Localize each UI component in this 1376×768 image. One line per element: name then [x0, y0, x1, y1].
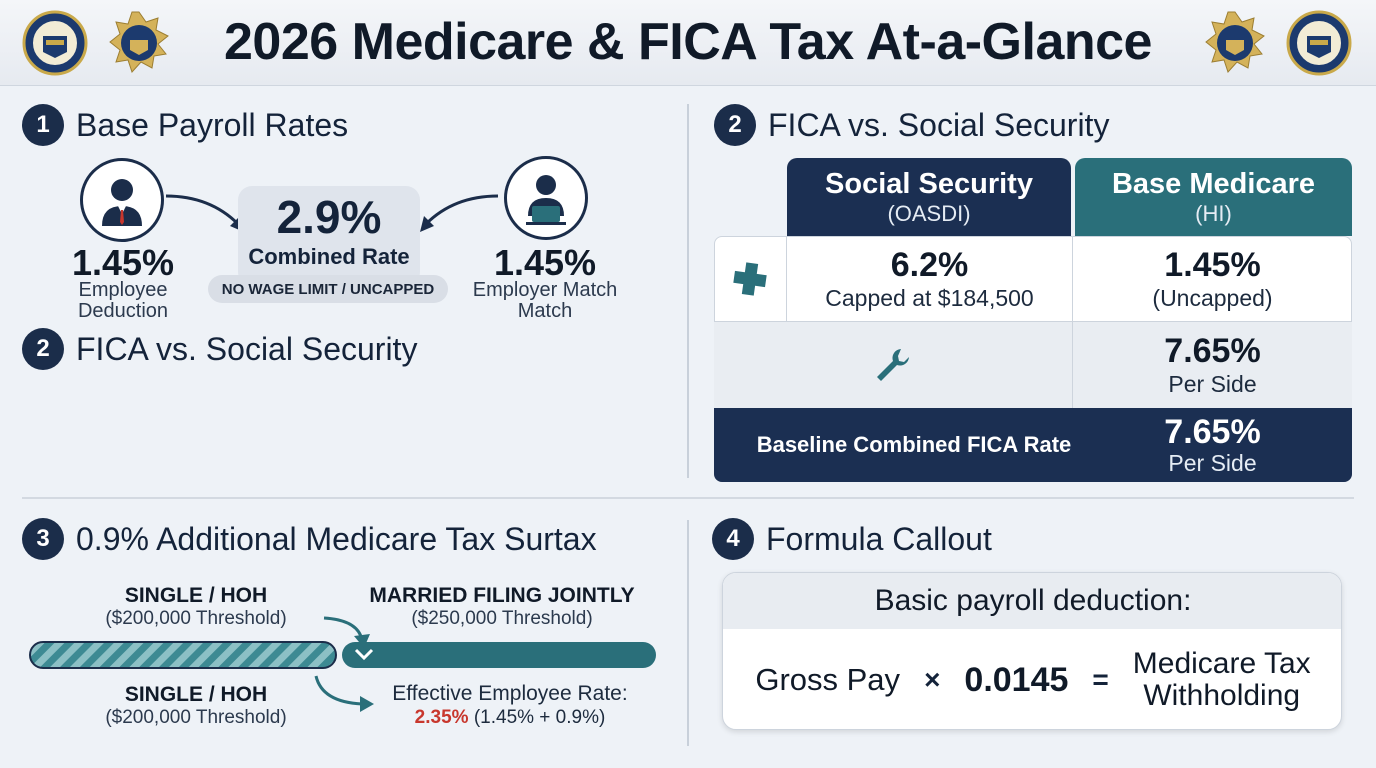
per-side-note: Per Side: [1168, 371, 1257, 397]
treasury-seal-icon: [22, 10, 88, 76]
row-divider: [22, 497, 1354, 499]
section-title: Base Payroll Rates: [76, 106, 349, 143]
formula-result: Medicare Tax Withholding: [1133, 648, 1311, 712]
section-number-badge: 2: [714, 104, 756, 146]
per-side-rate: 7.65%: [1164, 332, 1261, 370]
medicare-rate-cell: 1.45% (Uncapped): [1073, 236, 1352, 322]
social-security-header: Social Security (OASDI): [787, 158, 1071, 236]
treasury-seal-icon: [1286, 10, 1352, 76]
combined-label: Combined Rate: [248, 244, 410, 269]
employee-rate: 1.45%: [71, 242, 175, 283]
footer-rate: 7.65%: [1164, 412, 1261, 451]
column-subtitle: (OASDI): [887, 200, 971, 226]
footer-note: Per Side: [1168, 449, 1257, 476]
header-bar: [0, 0, 1376, 86]
medicare-note: (Uncapped): [1152, 284, 1273, 311]
column-divider: [687, 520, 689, 746]
employer-label: Employer Match: [472, 279, 618, 301]
ss-rate-cell: 6.2% Capped at $184,500: [787, 236, 1073, 322]
employer-laptop-icon: [504, 156, 588, 240]
effective-rate-line: 2.35% (1.45% + 0.9%): [370, 707, 650, 729]
fica-footer-row: [714, 408, 1352, 482]
section-number-badge: 1: [22, 104, 64, 146]
single-threshold-sub-2: ($200,000 Threshold): [105, 707, 287, 728]
medicare-rate: 1.45%: [1164, 245, 1261, 284]
formula-multiply: ×: [924, 664, 941, 695]
eagle-badge-icon: [1205, 11, 1265, 73]
section1-header: 1 Base Payroll Rates: [22, 104, 348, 146]
footer-value-cell: 7.65% Per Side: [1073, 408, 1352, 482]
formula-equals: =: [1092, 664, 1109, 695]
threshold-bar: [29, 616, 656, 669]
employee-avatar-icon: [80, 158, 164, 242]
section1b-header: 2 FICA vs. Social Security: [22, 328, 417, 370]
arrow-left-icon: [420, 194, 499, 232]
formula-gross-pay: Gross Pay: [755, 662, 901, 697]
combined-rate: 2.9%: [276, 191, 382, 243]
formula-card: Basic payroll deduction: Gross Pay × 0.0…: [722, 572, 1342, 730]
curved-arrow-icon: [314, 675, 374, 712]
wrench-icon: [877, 349, 909, 381]
mfj-threshold-title: MARRIED FILING JOINTLY: [369, 584, 635, 607]
section-title: FICA vs. Social Security: [768, 106, 1110, 143]
effective-rate-breakdown: (1.45% + 0.9%): [473, 707, 606, 728]
ss-rate: 6.2%: [890, 245, 969, 284]
effective-rate-value: 2.35%: [414, 707, 469, 728]
section2-header: 2 FICA vs. Social Security: [714, 104, 1109, 146]
column-title: Base Medicare: [1111, 167, 1316, 200]
section3-header: 3 0.9% Additional Medicare Tax Surtax: [22, 518, 597, 560]
formula-card-title: Basic payroll deduction:: [723, 573, 1341, 629]
single-threshold-sub: ($200,000 Threshold): [105, 608, 287, 629]
page-title: 2026 Medicare & FICA Tax At-a-Glance: [224, 13, 1152, 71]
section-title: 0.9% Additional Medicare Tax Surtax: [76, 520, 597, 557]
column-divider: [687, 104, 689, 478]
row2-icon-cell: [714, 322, 1073, 408]
per-side-cell: 7.65% Per Side: [1073, 322, 1352, 408]
mfj-threshold-sub: ($250,000 Threshold): [411, 608, 593, 629]
formula-rate: 0.0145: [964, 660, 1069, 699]
section-title: FICA vs. Social Security: [76, 330, 418, 367]
effective-rate-label: Effective Employee Rate:: [392, 682, 628, 705]
employee-label-2: Deduction: [77, 300, 169, 322]
employee-label: Employee: [78, 279, 168, 301]
employer-label-2: Match: [517, 300, 573, 322]
section-number-badge: 3: [22, 518, 64, 560]
single-threshold-title-2: SINGLE / HOH: [124, 683, 268, 706]
footer-label: Baseline Combined FICA Rate: [756, 432, 1072, 457]
employer-rate: 1.45%: [493, 242, 597, 283]
row-icon-cell: [714, 236, 787, 322]
section-number-badge: 4: [712, 518, 754, 560]
section4-header: 4 Formula Callout: [712, 518, 992, 560]
medical-cross-icon: [733, 261, 767, 296]
eagle-badge-icon: [109, 11, 169, 73]
column-subtitle: (HI): [1195, 200, 1232, 226]
combined-rate-card: [238, 186, 420, 286]
base-medicare-header: Base Medicare (HI): [1075, 158, 1352, 236]
section-title: Formula Callout: [766, 520, 992, 557]
ss-cap-note: Capped at $184,500: [825, 284, 1034, 311]
formula-result-line1: Medicare Tax: [1132, 647, 1311, 680]
formula-result-line2: Withholding: [1143, 679, 1301, 712]
formula-row: Gross Pay × 0.0145 = Medicare Tax Withho…: [723, 629, 1341, 729]
column-title: Social Security: [825, 167, 1033, 200]
single-threshold-title: SINGLE / HOH: [124, 584, 268, 607]
footer-label-cell: Baseline Combined FICA Rate: [714, 408, 1114, 482]
section-number-badge: 2: [22, 328, 64, 370]
uncapped-pill: NO WAGE LIMIT / UNCAPPED: [208, 275, 448, 303]
